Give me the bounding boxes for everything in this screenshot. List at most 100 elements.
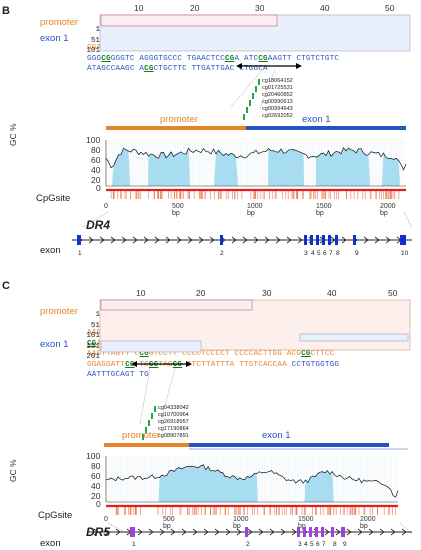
sequence-segment: A ATC [234, 54, 259, 63]
exon-number: 9 [355, 250, 359, 257]
exon-number: 7 [329, 250, 333, 257]
exon-block [316, 235, 319, 245]
ruler-tick: 20 [196, 288, 206, 298]
gene-name-dr4: DR4 [86, 218, 111, 232]
arrow-head-icon [131, 361, 137, 367]
direction-chevron-icon [379, 528, 385, 536]
direction-chevron-icon [247, 528, 253, 536]
exon-number: 3 [304, 250, 308, 257]
bp-tick: 1500 bp [316, 203, 332, 217]
row-number: 51 [90, 321, 100, 330]
bar-exon-label: exon 1 [302, 114, 331, 125]
ruler-tick: 30 [262, 288, 272, 298]
direction-chevron-icon [357, 528, 363, 536]
direction-chevron-icon [346, 528, 352, 536]
arrow-head-icon [186, 361, 192, 367]
exon-bar [189, 443, 389, 447]
exon-block [297, 527, 300, 537]
direction-chevron-icon [154, 236, 160, 244]
direction-chevron-icon [170, 528, 176, 536]
zoom-line [139, 367, 151, 425]
arrow-head-icon [236, 63, 242, 69]
gc-chart-b [105, 140, 407, 187]
exon-highlight [299, 333, 409, 342]
probe-label: cg17190864 [158, 426, 189, 432]
cpg-dinucleotide: CG [139, 350, 149, 358]
exon-number: 5 [317, 250, 321, 257]
exon-block [341, 527, 345, 537]
exon-axis-label: exon [40, 538, 61, 549]
direction-chevron-icon [137, 528, 143, 536]
bp-tick: 0 [104, 516, 108, 523]
direction-chevron-icon [181, 528, 187, 536]
cpg-island-area [304, 470, 334, 502]
exon-block [309, 527, 312, 537]
direction-chevron-icon [198, 236, 204, 244]
exon-block [303, 527, 306, 537]
direction-chevron-icon [148, 528, 154, 536]
direction-chevron-icon [93, 528, 99, 536]
row-number: 201 [86, 353, 100, 361]
cpg-track-b [106, 188, 406, 199]
sequence-segment: AAGTTAGTT C [87, 350, 140, 358]
cpg-island-area [158, 464, 258, 502]
direction-chevron-icon [335, 528, 341, 536]
direction-chevron-icon [187, 236, 193, 244]
exon-block [77, 235, 81, 245]
direction-chevron-icon [110, 236, 116, 244]
direction-chevron-icon [165, 236, 171, 244]
sequence-segment: CTGCTTC TTGATTGAC CTGGCA [153, 65, 268, 73]
direction-chevron-icon [121, 236, 127, 244]
probe-label: cg04338042 [158, 405, 189, 411]
row-number: 101 [86, 332, 100, 340]
exon-number: 1 [78, 250, 82, 257]
gc-tick: 40 [91, 165, 101, 175]
direction-chevron-icon [291, 528, 297, 536]
direction-chevron-icon [159, 528, 165, 536]
cpg-dinucleotide: CG [301, 350, 311, 358]
cpg-dinucleotide: CG [144, 65, 154, 73]
direction-chevron-icon [192, 528, 198, 536]
probe-ticks-b [243, 79, 260, 120]
cpg-dinucleotide: CG [125, 360, 135, 369]
exon-block [331, 527, 334, 537]
probe-label: cg08907891 [158, 433, 189, 439]
direction-chevron-icon [280, 528, 286, 536]
cpg-label: CpGsite [36, 193, 71, 204]
row-number: 101 [86, 47, 100, 55]
probe-label: cg18064152 [262, 78, 293, 84]
gc-chart-c [105, 456, 399, 503]
sequence-segment: CTCTTATTTA TTGTCACCAA [182, 360, 287, 369]
probe-label: cg02692052 [262, 113, 293, 119]
exon-block [220, 235, 223, 245]
direction-chevron-icon [176, 236, 182, 244]
arrow-head-icon [296, 63, 302, 69]
sequence-text: GGGCGGGGTC AGGGTGCCC TGAACTCCCGA ATCCGAA… [87, 55, 339, 63]
sequence-segment: AATTTGCAGT TG [87, 371, 149, 379]
sequence-row: 201 AATTTGCAGT TG [84, 345, 149, 381]
exon-block [315, 527, 318, 537]
cpg-island-area [268, 148, 304, 186]
exon-block [304, 235, 307, 245]
gc-tick: 20 [91, 491, 101, 501]
exon-label: exon 1 [40, 339, 69, 350]
ruler-tick: 10 [134, 3, 144, 13]
ruler-tick: 40 [320, 3, 330, 13]
direction-chevron-icon [104, 528, 110, 536]
exon-number: 8 [333, 541, 337, 548]
sequence-row: 51GGGCGGGGTC AGGGTGCCC TGAACTCCCGA ATCCG… [84, 29, 339, 65]
sequence-segment: GGAGGATT [87, 360, 126, 369]
probe-label: cg00994643 [262, 106, 293, 112]
direction-chevron-icon [115, 528, 121, 536]
direction-chevron-icon [275, 236, 281, 244]
zoom-line [229, 69, 263, 109]
direction-chevron-icon [88, 236, 94, 244]
sequence-text: AATTTGCAGT TG [87, 371, 149, 379]
promoter-bar [104, 443, 189, 447]
exon-block [335, 235, 338, 245]
sequence-segment: GGGTC [110, 54, 140, 63]
exon-block [321, 527, 324, 537]
exon-number: 5 [310, 541, 314, 548]
exon-highlight [100, 340, 202, 353]
